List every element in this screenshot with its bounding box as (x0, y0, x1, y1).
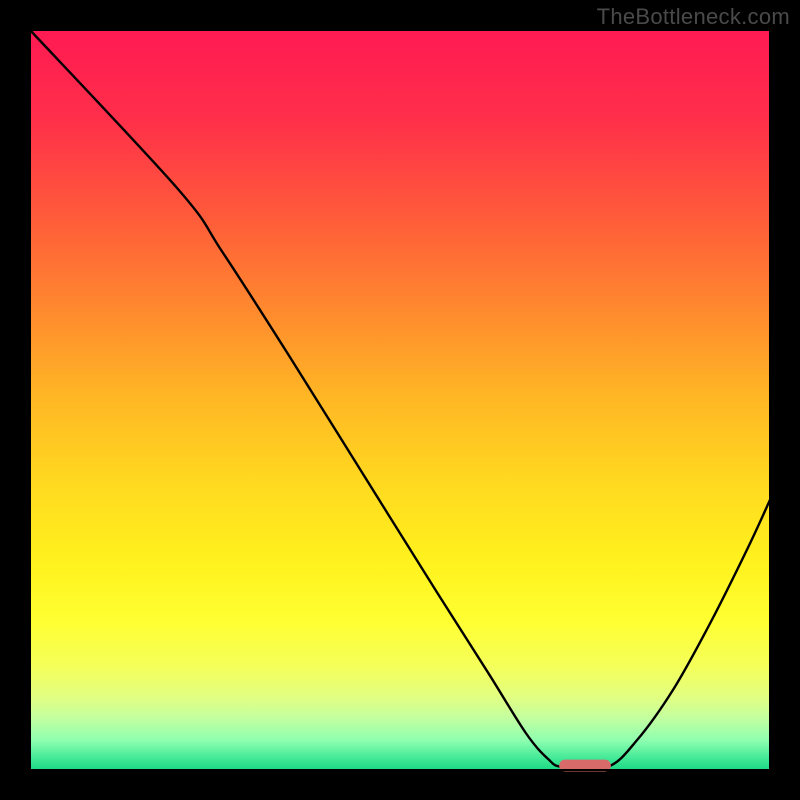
plot-background (30, 30, 770, 770)
watermark-text: TheBottleneck.com (597, 4, 790, 30)
plot-area (30, 30, 770, 771)
chart-frame: TheBottleneck.com (0, 0, 800, 800)
bottleneck-chart (0, 0, 800, 800)
